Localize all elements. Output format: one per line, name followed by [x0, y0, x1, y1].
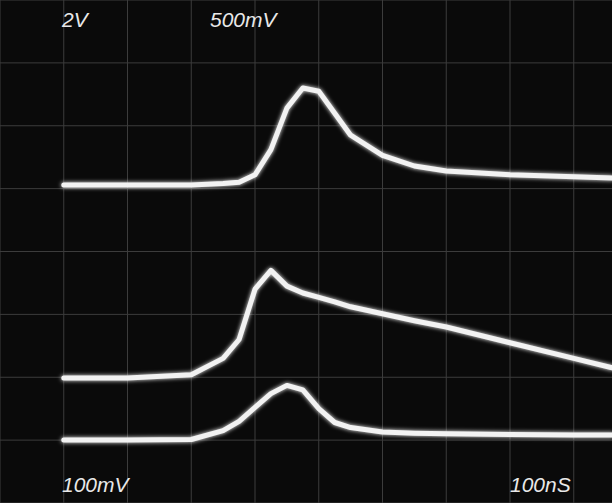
trace: [64, 88, 612, 185]
grid-line: [0, 188, 612, 189]
scale-label: 100mV: [62, 473, 131, 496]
scale-label: 2V: [61, 8, 90, 31]
scale-label: 100nS: [510, 473, 571, 496]
background: [0, 0, 612, 503]
traces: [64, 88, 612, 440]
trace: [64, 385, 612, 440]
grid-line: [0, 62, 612, 63]
grid-line: [0, 314, 612, 315]
grid-line: [0, 125, 612, 126]
trace: [64, 270, 612, 378]
labels: 2V 500mV 100mV 100nS: [61, 8, 571, 496]
scale-label: 500mV: [210, 8, 279, 31]
grid-line: [0, 251, 612, 252]
grid-line: [0, 0, 612, 1]
graticule: [0, 0, 612, 503]
scope-screen: 2V 500mV 100mV 100nS: [0, 0, 612, 503]
